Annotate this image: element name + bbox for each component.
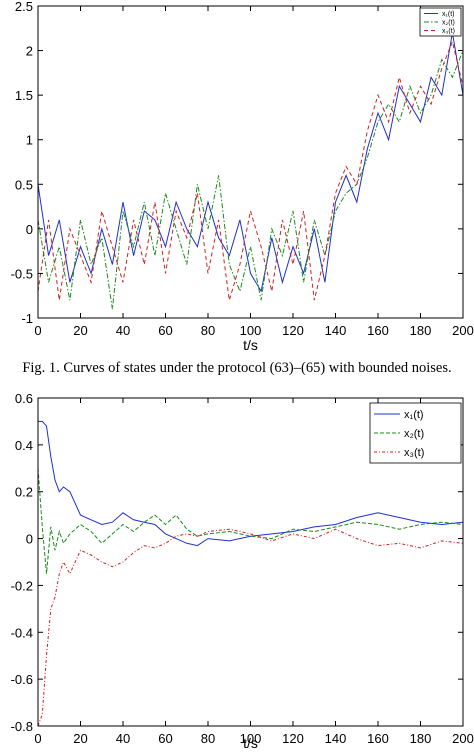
x-tick-label: 180 xyxy=(410,731,432,746)
x-tick-label: 140 xyxy=(325,323,347,338)
legend-label: x₃(t) xyxy=(442,28,455,35)
y-tick-label: 0.5 xyxy=(15,177,33,192)
y-tick-label: 0.6 xyxy=(15,391,33,406)
y-tick-label: 0.2 xyxy=(15,485,33,500)
y-tick-label: 2.5 xyxy=(15,0,33,14)
legend-label: x₃(t) xyxy=(404,447,424,459)
x-tick-label: 80 xyxy=(201,323,215,338)
y-tick-label: 1 xyxy=(26,133,33,148)
series-line-3 xyxy=(37,528,464,727)
y-tick-label: -0.2 xyxy=(11,578,33,593)
y-tick-label: 1.5 xyxy=(15,88,33,103)
series-line-3 xyxy=(37,40,464,301)
y-tick-label: -0.5 xyxy=(11,266,33,281)
y-tick-label: -0.8 xyxy=(11,719,33,734)
legend-label: x₂(t) xyxy=(442,20,455,27)
x-tick-label: 0 xyxy=(34,323,41,338)
legend-label: x₁(t) xyxy=(404,409,424,421)
x-tick-label: 180 xyxy=(410,323,432,338)
series-line-2 xyxy=(37,50,464,310)
x-tick-label: 120 xyxy=(282,323,304,338)
y-tick-label: 2 xyxy=(26,44,33,59)
chart-states-converging: 0 20 40 60 80 100 120 140 160 180 200 -0.8 -0.6 -0.4 -… xyxy=(11,391,474,751)
series-line-2 xyxy=(37,468,464,574)
x-tick-label: 40 xyxy=(116,731,130,746)
x-tick-label: 80 xyxy=(201,731,215,746)
y-tick-label: 0.4 xyxy=(15,438,33,453)
x-tick-label: 20 xyxy=(73,323,87,338)
chart-states-bounded-noise: 0 20 40 60 80 100 120 140 160 180 200 -1 -0.5 0 0.5 1 1.… xyxy=(11,0,474,353)
series-line-1 xyxy=(37,32,464,293)
x-tick-label: 20 xyxy=(73,731,87,746)
x-tick-label: 120 xyxy=(282,731,304,746)
x-axis-label: t/s xyxy=(243,337,258,353)
x-tick-label: 0 xyxy=(34,731,41,746)
x-tick-label: 60 xyxy=(158,323,172,338)
x-tick-label: 140 xyxy=(325,731,347,746)
legend-label: x₁(t) xyxy=(442,11,454,18)
y-tick-label: -0.4 xyxy=(11,625,33,640)
legend-box xyxy=(369,402,462,464)
x-axis-label: t/s xyxy=(243,735,258,751)
y-tick-label: 0 xyxy=(26,222,33,237)
x-tick-label: 160 xyxy=(367,323,389,338)
y-tick-label: -1 xyxy=(21,311,33,326)
figure-caption: Fig. 1. Curves of states under the proto… xyxy=(22,360,452,376)
x-tick-label: 100 xyxy=(240,731,262,746)
x-tick-label: 200 xyxy=(452,731,474,746)
x-tick-label: 160 xyxy=(367,731,389,746)
x-tick-label: 100 xyxy=(240,323,262,338)
y-tick-label: 0 xyxy=(26,532,33,547)
y-tick-label: -0.6 xyxy=(11,672,33,687)
legend-label: x₂(t) xyxy=(404,428,424,440)
x-tick-label: 200 xyxy=(452,323,474,338)
x-tick-label: 40 xyxy=(116,323,130,338)
x-tick-label: 60 xyxy=(158,731,172,746)
series-line-1 xyxy=(38,420,464,547)
